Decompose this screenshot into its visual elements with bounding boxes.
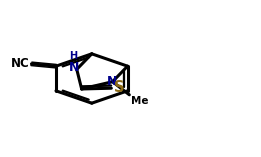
Text: N: N — [107, 75, 118, 88]
Text: S: S — [114, 80, 124, 95]
Text: NC: NC — [11, 57, 29, 70]
Text: Me: Me — [131, 96, 149, 106]
Text: H: H — [70, 51, 78, 61]
Text: N: N — [68, 61, 79, 74]
